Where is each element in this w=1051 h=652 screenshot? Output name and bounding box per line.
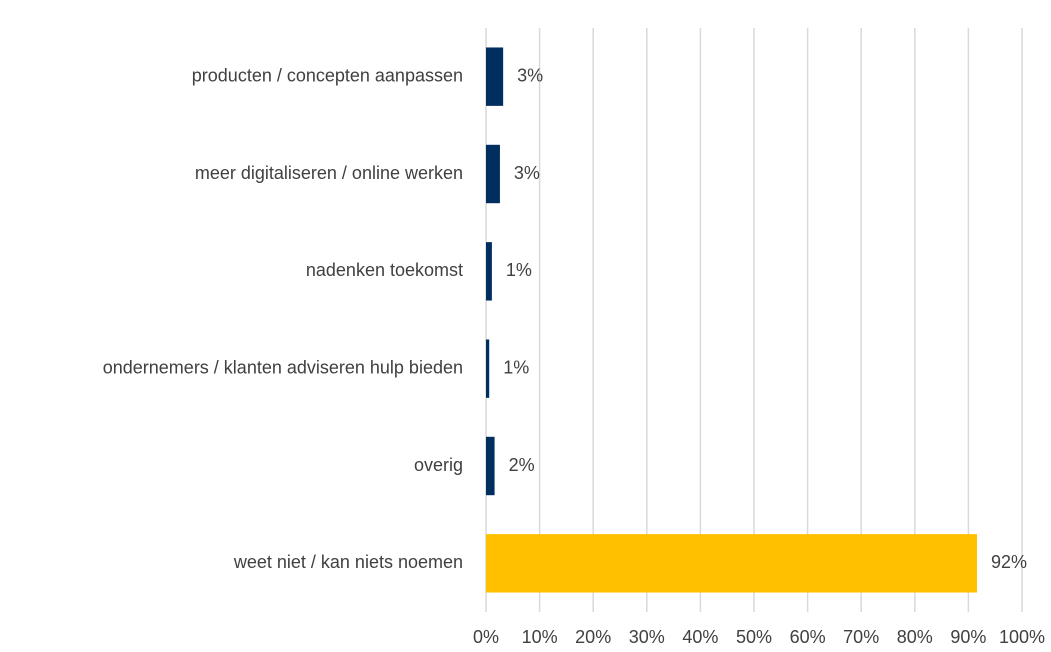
x-tick-label: 0% bbox=[473, 627, 499, 647]
bar bbox=[486, 242, 492, 301]
x-tick-label: 70% bbox=[843, 627, 879, 647]
value-label: 2% bbox=[509, 455, 535, 475]
x-tick-label: 20% bbox=[575, 627, 611, 647]
bar bbox=[486, 339, 490, 398]
bar bbox=[486, 47, 504, 106]
y-tick-label: overig bbox=[414, 455, 463, 475]
value-label: 3% bbox=[517, 65, 543, 85]
x-tick-label: 90% bbox=[950, 627, 986, 647]
y-tick-label: weet niet / kan niets noemen bbox=[233, 552, 463, 572]
bar bbox=[486, 144, 500, 204]
x-tick-label: 50% bbox=[736, 627, 772, 647]
y-tick-label: ondernemers / klanten adviseren hulp bie… bbox=[103, 357, 463, 377]
y-tick-label: producten / concepten aanpassen bbox=[192, 65, 463, 85]
value-label: 3% bbox=[514, 163, 540, 183]
x-tick-label: 100% bbox=[999, 627, 1045, 647]
x-tick-label: 40% bbox=[682, 627, 718, 647]
bar bbox=[486, 534, 977, 593]
y-tick-label: meer digitaliseren / online werken bbox=[195, 163, 463, 183]
y-tick-label: nadenken toekomst bbox=[306, 260, 463, 280]
x-tick-label: 10% bbox=[522, 627, 558, 647]
x-tick-label: 60% bbox=[790, 627, 826, 647]
value-label: 1% bbox=[506, 260, 532, 280]
x-tick-label: 30% bbox=[629, 627, 665, 647]
x-tick-label: 80% bbox=[897, 627, 933, 647]
value-label: 1% bbox=[503, 357, 529, 377]
bar bbox=[486, 436, 495, 496]
value-label: 92% bbox=[991, 552, 1027, 572]
